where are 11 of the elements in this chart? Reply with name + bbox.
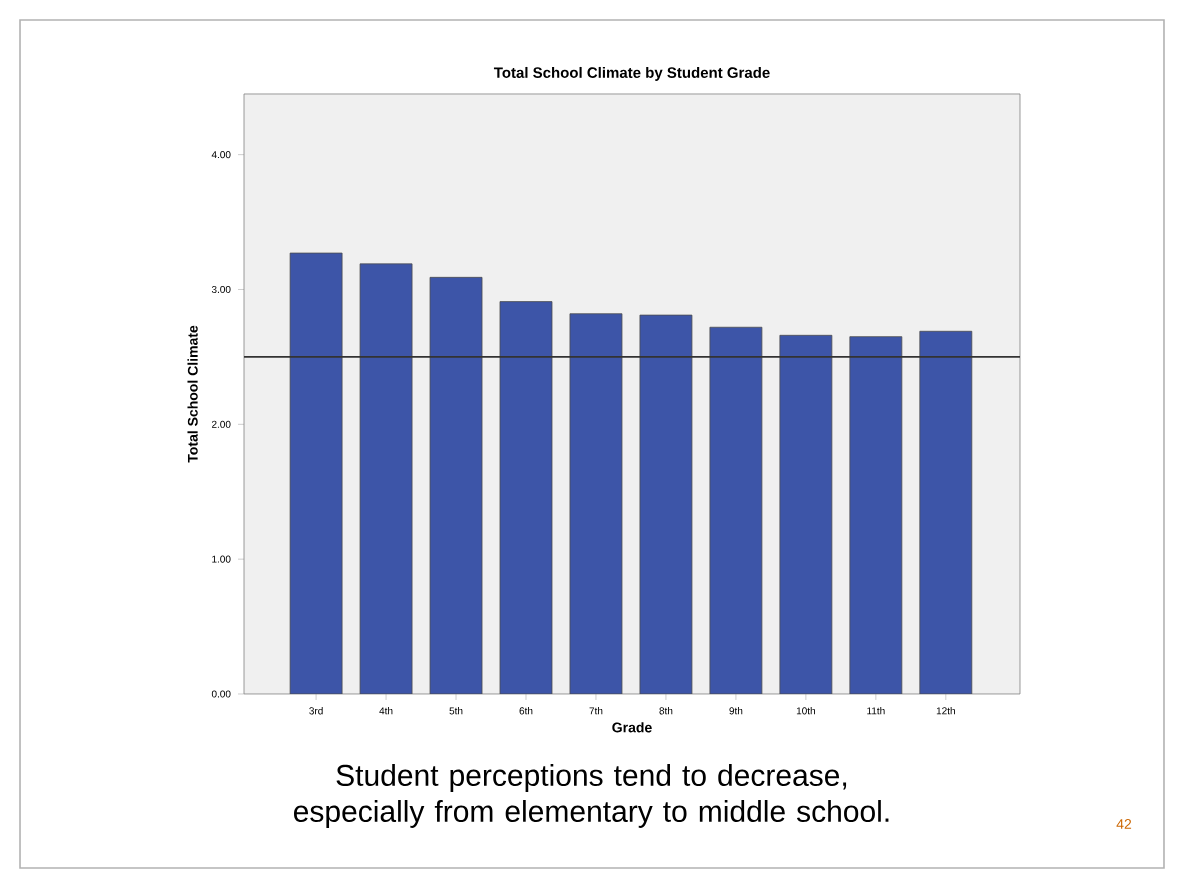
bar	[919, 330, 973, 694]
bar	[639, 315, 692, 694]
text: Student perceptions tend to decrease, especially from elementary to middle school.	[294, 763, 889, 828]
bar	[849, 336, 902, 694]
bar	[569, 313, 622, 694]
bar	[360, 263, 413, 694]
bar	[290, 253, 343, 694]
bar	[779, 335, 832, 694]
bar	[499, 301, 552, 694]
bar	[709, 327, 762, 694]
bar	[430, 277, 483, 694]
